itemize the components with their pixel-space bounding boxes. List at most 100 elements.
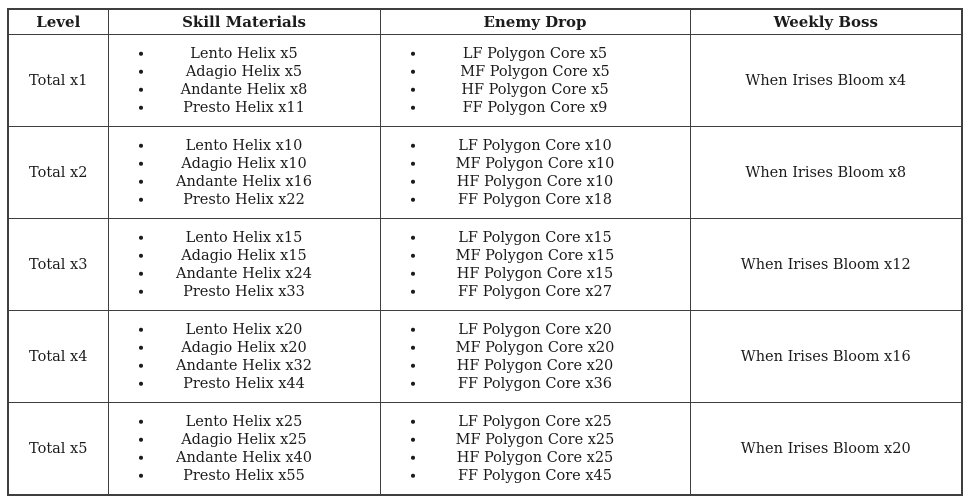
table-row: Total x4 Lento Helix x20 Adagio Helix x20… bbox=[7, 310, 963, 403]
list-item: HF Polygon Core x10 bbox=[385, 173, 686, 191]
header-cell-skill-materials: Skill Materials bbox=[107, 8, 381, 35]
table-row: Total x1 Lento Helix x5 Adagio Helix x5 An… bbox=[7, 34, 963, 127]
list-item: Andante Helix x16 bbox=[113, 173, 376, 191]
bullet-icon bbox=[410, 419, 415, 424]
list-item: Lento Helix x10 bbox=[113, 137, 376, 155]
header-row: Level Skill Materials Enemy Drop Weekly … bbox=[7, 8, 963, 35]
list-item: Presto Helix x55 bbox=[113, 467, 376, 485]
bullet-icon bbox=[138, 437, 143, 442]
list-item-label: Andante Helix x24 bbox=[175, 265, 312, 282]
bullet-icon bbox=[138, 87, 143, 92]
bullet-icon bbox=[138, 69, 143, 74]
list-item: LF Polygon Core x5 bbox=[385, 45, 686, 63]
list-item: Lento Helix x5 bbox=[113, 45, 376, 63]
list-item-label: MF Polygon Core x10 bbox=[455, 155, 615, 172]
list-item-label: FF Polygon Core x27 bbox=[458, 283, 612, 300]
level-cell: Total x2 bbox=[7, 126, 109, 219]
list-item: FF Polygon Core x9 bbox=[385, 99, 686, 117]
weekly-boss-cell: When Irises Bloom x12 bbox=[689, 218, 963, 311]
list-item-label: Lento Helix x25 bbox=[185, 413, 303, 430]
bullet-icon bbox=[138, 105, 143, 110]
list-item: Presto Helix x22 bbox=[113, 191, 376, 209]
list-item: LF Polygon Core x15 bbox=[385, 229, 686, 247]
bullet-icon bbox=[138, 179, 143, 184]
list-item-label: Lento Helix x20 bbox=[185, 321, 303, 338]
bullet-icon bbox=[138, 345, 143, 350]
bullet-icon bbox=[410, 143, 415, 148]
materials-table: Level Skill Materials Enemy Drop Weekly … bbox=[7, 8, 963, 496]
enemy-drop-cell: LF Polygon Core x20 MF Polygon Core x20 HF… bbox=[379, 310, 691, 403]
bullet-icon bbox=[138, 161, 143, 166]
list-item: Lento Helix x15 bbox=[113, 229, 376, 247]
list-item-label: HF Polygon Core x20 bbox=[456, 357, 614, 374]
list-item: LF Polygon Core x20 bbox=[385, 321, 686, 339]
list-item: HF Polygon Core x25 bbox=[385, 449, 686, 467]
bullet-icon bbox=[410, 327, 415, 332]
list-item-label: Lento Helix x5 bbox=[190, 45, 298, 62]
bullet-icon bbox=[410, 235, 415, 240]
list-item-label: FF Polygon Core x18 bbox=[458, 191, 612, 208]
list-item: FF Polygon Core x45 bbox=[385, 467, 686, 485]
enemy-drop-cell: LF Polygon Core x25 MF Polygon Core x25 HF… bbox=[379, 402, 691, 496]
list-item-label: Presto Helix x44 bbox=[183, 375, 305, 392]
weekly-boss-label: When Irises Bloom x4 bbox=[745, 72, 907, 89]
list-item-label: Adagio Helix x10 bbox=[181, 155, 307, 172]
list-item: FF Polygon Core x18 bbox=[385, 191, 686, 209]
list-item: Adagio Helix x25 bbox=[113, 431, 376, 449]
header-cell-weekly-boss: Weekly Boss bbox=[689, 8, 963, 35]
bullet-icon bbox=[410, 105, 415, 110]
weekly-boss-label: When Irises Bloom x16 bbox=[740, 348, 911, 365]
bullet-icon bbox=[410, 51, 415, 56]
level-cell: Total x3 bbox=[7, 218, 109, 311]
bullet-icon bbox=[410, 363, 415, 368]
list-item-label: Presto Helix x55 bbox=[183, 467, 305, 484]
skill-materials-cell: Lento Helix x15 Adagio Helix x15 Andante H… bbox=[107, 218, 381, 311]
list-item: Andante Helix x40 bbox=[113, 449, 376, 467]
skill-materials-cell: Lento Helix x10 Adagio Helix x10 Andante H… bbox=[107, 126, 381, 219]
level-label: Total x4 bbox=[29, 348, 88, 365]
level-cell: Total x4 bbox=[7, 310, 109, 403]
weekly-boss-cell: When Irises Bloom x20 bbox=[689, 402, 963, 496]
bullet-icon bbox=[410, 455, 415, 460]
bullet-icon bbox=[138, 143, 143, 148]
skill-materials-cell: Lento Helix x20 Adagio Helix x20 Andante H… bbox=[107, 310, 381, 403]
bullet-icon bbox=[138, 419, 143, 424]
list-item-label: Andante Helix x32 bbox=[175, 357, 312, 374]
list-item-label: FF Polygon Core x9 bbox=[462, 99, 608, 116]
weekly-boss-cell: When Irises Bloom x4 bbox=[689, 34, 963, 127]
list-item-label: LF Polygon Core x5 bbox=[462, 45, 608, 62]
list-item: Andante Helix x24 bbox=[113, 265, 376, 283]
header-cell-enemy-drop: Enemy Drop bbox=[379, 8, 691, 35]
list-item-label: HF Polygon Core x25 bbox=[456, 449, 614, 466]
bullet-icon bbox=[138, 253, 143, 258]
weekly-boss-label: When Irises Bloom x8 bbox=[745, 164, 907, 181]
list-item-label: Presto Helix x33 bbox=[183, 283, 305, 300]
list-item: HF Polygon Core x15 bbox=[385, 265, 686, 283]
list-item: Adagio Helix x15 bbox=[113, 247, 376, 265]
skill-materials-cell: Lento Helix x25 Adagio Helix x25 Andante H… bbox=[107, 402, 381, 496]
list-item-label: Adagio Helix x25 bbox=[181, 431, 307, 448]
list-item: MF Polygon Core x5 bbox=[385, 63, 686, 81]
list-item: LF Polygon Core x10 bbox=[385, 137, 686, 155]
list-item-label: FF Polygon Core x36 bbox=[458, 375, 612, 392]
list-item: Andante Helix x32 bbox=[113, 357, 376, 375]
list-item: MF Polygon Core x20 bbox=[385, 339, 686, 357]
list-item: HF Polygon Core x20 bbox=[385, 357, 686, 375]
list-item: Lento Helix x25 bbox=[113, 413, 376, 431]
list-item-label: Presto Helix x11 bbox=[183, 99, 305, 116]
list-item-label: MF Polygon Core x25 bbox=[455, 431, 615, 448]
level-label: Total x5 bbox=[29, 440, 88, 457]
bullet-icon bbox=[410, 197, 415, 202]
weekly-boss-cell: When Irises Bloom x16 bbox=[689, 310, 963, 403]
header-cell-level: Level bbox=[7, 8, 109, 35]
weekly-boss-cell: When Irises Bloom x8 bbox=[689, 126, 963, 219]
enemy-drop-cell: LF Polygon Core x10 MF Polygon Core x10 HF… bbox=[379, 126, 691, 219]
level-cell: Total x1 bbox=[7, 34, 109, 127]
list-item-label: FF Polygon Core x45 bbox=[458, 467, 612, 484]
list-item-label: LF Polygon Core x15 bbox=[458, 229, 612, 246]
list-item-label: Presto Helix x22 bbox=[183, 191, 305, 208]
list-item-label: Lento Helix x10 bbox=[185, 137, 303, 154]
list-item: Presto Helix x33 bbox=[113, 283, 376, 301]
bullet-icon bbox=[410, 87, 415, 92]
